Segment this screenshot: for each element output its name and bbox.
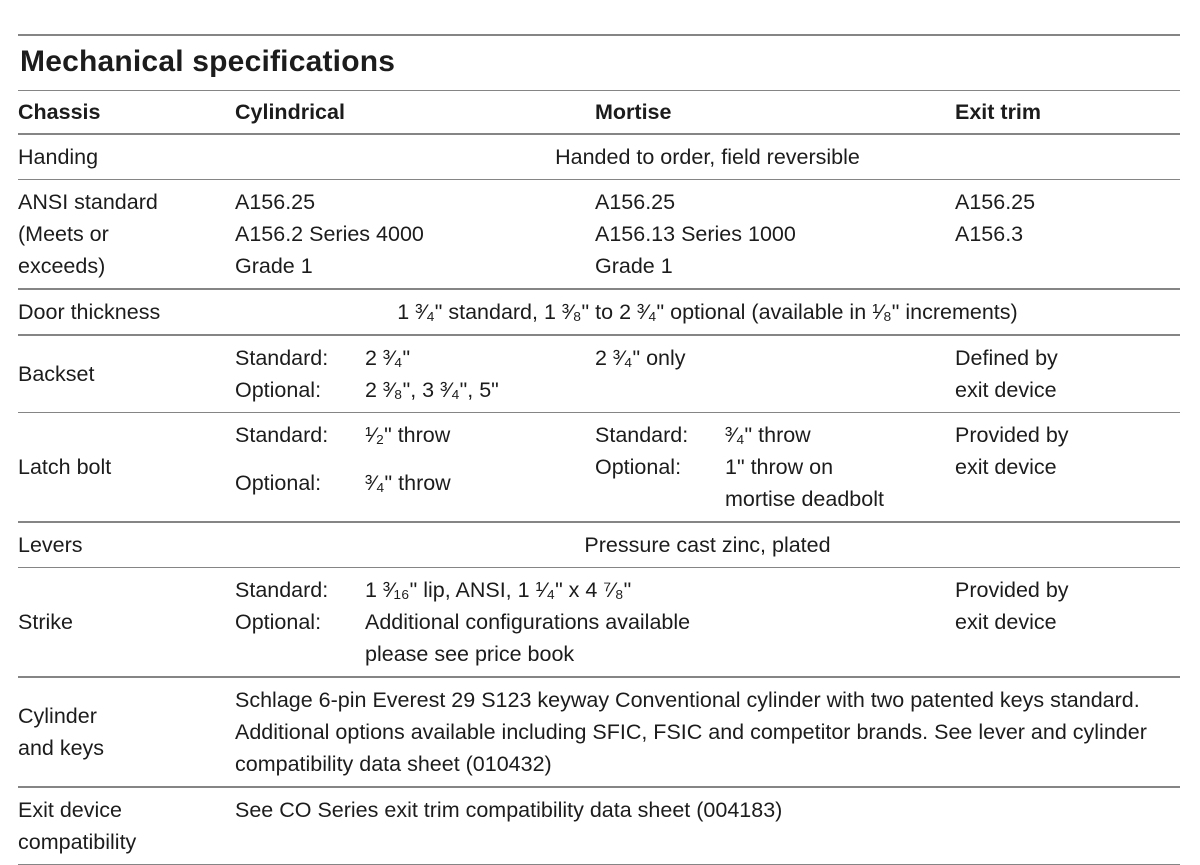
row-label-handing: Handing bbox=[18, 144, 99, 169]
value-line: A156.25 bbox=[595, 190, 676, 215]
option-value: ³⁄₄" throw bbox=[725, 423, 811, 448]
option-prefix: Standard: bbox=[235, 423, 329, 448]
row-ansi-standard: ANSI standard (Meets or exceeds) A156.25… bbox=[18, 180, 1180, 288]
row-divider bbox=[18, 288, 1180, 290]
option-value: 2 ³⁄₈", 3 ³⁄₄", 5" bbox=[365, 377, 499, 402]
value-line: Provided by bbox=[955, 578, 1069, 603]
option-prefix bbox=[595, 483, 725, 515]
row-label-backset: Backset bbox=[18, 361, 95, 386]
value-line: exit device bbox=[955, 455, 1057, 480]
column-header-mortise: Mortise bbox=[595, 100, 672, 125]
row-divider bbox=[18, 566, 1180, 569]
option-value: Additional configurations available bbox=[365, 610, 691, 635]
top-rule bbox=[18, 34, 1180, 36]
option-value: please see price book bbox=[365, 642, 575, 667]
label-line: exceeds) bbox=[18, 254, 106, 279]
cell-cylinder-and-keys-value: Schlage 6-pin Everest 29 S123 keyway Con… bbox=[235, 687, 1147, 776]
row-strike: Strike Standard: 1 ³⁄₁₆" lip, ANSI, 1 ¹⁄… bbox=[18, 568, 1180, 676]
option-prefix: Optional: bbox=[235, 471, 322, 496]
option-prefix: Optional: bbox=[595, 455, 682, 480]
cell-latch-bolt-mortise: Standard: ³⁄₄" throw Optional: 1" throw … bbox=[595, 419, 955, 515]
page-title: Mechanical specifications bbox=[20, 44, 396, 78]
row-label-levers: Levers bbox=[18, 532, 83, 557]
cell-levers-value: Pressure cast zinc, plated bbox=[584, 532, 831, 557]
row-label-exit-device-compatibility: Exit device compatibility bbox=[18, 794, 235, 858]
cell-ansi-cylindrical: A156.25 A156.2 Series 4000 Grade 1 bbox=[235, 186, 595, 282]
label-line: (Meets or bbox=[18, 222, 109, 247]
column-header-exit-trim: Exit trim bbox=[955, 100, 1042, 125]
value-line: A156.25 bbox=[235, 190, 316, 215]
cell-backset-exit-trim: Defined by exit device bbox=[955, 342, 1180, 406]
option-prefix bbox=[235, 638, 365, 670]
value-line: exit device bbox=[955, 610, 1057, 635]
cell-backset-cylindrical: Standard: 2 ³⁄₄" Optional: 2 ³⁄₈", 3 ³⁄₄… bbox=[235, 342, 595, 406]
option-prefix: Standard: bbox=[235, 578, 329, 603]
value-line: Grade 1 bbox=[595, 254, 673, 279]
cell-exit-device-compatibility-value: See CO Series exit trim compatibility da… bbox=[235, 797, 783, 822]
row-divider bbox=[18, 133, 1180, 135]
column-header-cylindrical: Cylindrical bbox=[235, 100, 345, 125]
label-line: ANSI standard bbox=[18, 190, 158, 215]
row-label-latch-bolt: Latch bolt bbox=[18, 455, 112, 480]
row-handing: Handing Handed to order, field reversibl… bbox=[18, 135, 1180, 179]
label-line: compatibility bbox=[18, 829, 137, 854]
cell-latch-bolt-cylindrical: Standard: ¹⁄₂" throw Optional: ³⁄₄" thro… bbox=[235, 419, 595, 515]
value-line: exit device bbox=[955, 377, 1057, 402]
column-header-chassis: Chassis bbox=[18, 100, 101, 125]
row-label-ansi-standard: ANSI standard (Meets or exceeds) bbox=[18, 186, 235, 282]
option-prefix: Optional: bbox=[235, 377, 322, 402]
row-divider bbox=[18, 676, 1180, 678]
option-value: 1" throw on bbox=[725, 455, 834, 480]
label-line: and keys bbox=[18, 735, 105, 760]
row-divider bbox=[18, 785, 1180, 788]
value-line: A156.13 Series 1000 bbox=[595, 222, 796, 247]
value-line: A156.25 bbox=[955, 190, 1036, 215]
label-line: Exit device bbox=[18, 797, 122, 822]
option-value: 2 ³⁄₄" bbox=[365, 345, 411, 370]
option-value: ³⁄₄" throw bbox=[365, 471, 451, 496]
row-exit-device-compatibility: Exit device compatibility See CO Series … bbox=[18, 788, 1180, 864]
option-value: ¹⁄₂" throw bbox=[365, 423, 451, 448]
cell-ansi-mortise: A156.25 A156.13 Series 1000 Grade 1 bbox=[595, 186, 955, 282]
option-value: 1 ³⁄₁₆" lip, ANSI, 1 ¹⁄₄" x 4 ⁷⁄₈" bbox=[365, 578, 632, 603]
cell-latch-bolt-exit-trim: Provided by exit device bbox=[955, 419, 1180, 515]
value-line: A156.3 bbox=[955, 222, 1024, 247]
value-line: Defined by bbox=[955, 345, 1058, 370]
value-line: A156.2 Series 4000 bbox=[235, 222, 424, 247]
row-divider bbox=[18, 521, 1180, 523]
option-prefix: Standard: bbox=[595, 423, 689, 448]
cell-ansi-exit-trim: A156.25 A156.3 bbox=[955, 186, 1180, 282]
cell-door-thickness-value: 1 ³⁄₄" standard, 1 ³⁄₈" to 2 ³⁄₄" option… bbox=[397, 299, 1018, 324]
cell-strike-exit-trim: Provided by exit device bbox=[955, 574, 1180, 670]
row-levers: Levers Pressure cast zinc, plated bbox=[18, 523, 1180, 567]
cell-handing-value: Handed to order, field reversible bbox=[555, 144, 860, 169]
cell-strike-details: Standard: 1 ³⁄₁₆" lip, ANSI, 1 ¹⁄₄" x 4 … bbox=[235, 574, 955, 670]
value-line: Provided by bbox=[955, 423, 1069, 448]
row-label-cylinder-and-keys: Cylinder and keys bbox=[18, 700, 235, 764]
row-label-door-thickness: Door thickness bbox=[18, 299, 161, 324]
option-value: mortise deadbolt bbox=[725, 487, 884, 512]
row-door-thickness: Door thickness 1 ³⁄₄" standard, 1 ³⁄₈" t… bbox=[18, 290, 1180, 334]
row-cylinder-and-keys: Cylinder and keys Schlage 6-pin Everest … bbox=[18, 678, 1180, 786]
option-prefix: Optional: bbox=[235, 610, 322, 635]
row-divider bbox=[18, 411, 1180, 414]
row-label-strike: Strike bbox=[18, 610, 73, 635]
row-backset: Backset Standard: 2 ³⁄₄" Optional: 2 ³⁄₈… bbox=[18, 336, 1180, 412]
title-rule bbox=[18, 89, 1180, 92]
cell-backset-mortise: 2 ³⁄₄" only bbox=[595, 345, 686, 370]
option-prefix: Standard: bbox=[235, 345, 329, 370]
row-divider bbox=[18, 333, 1180, 336]
row-divider bbox=[18, 178, 1180, 181]
label-line: Cylinder bbox=[18, 703, 97, 728]
value-line: Grade 1 bbox=[235, 254, 313, 279]
table-header-row: Chassis Cylindrical Mortise Exit trim bbox=[18, 91, 1180, 133]
row-latch-bolt: Latch bolt Standard: ¹⁄₂" throw Optional… bbox=[18, 413, 1180, 521]
